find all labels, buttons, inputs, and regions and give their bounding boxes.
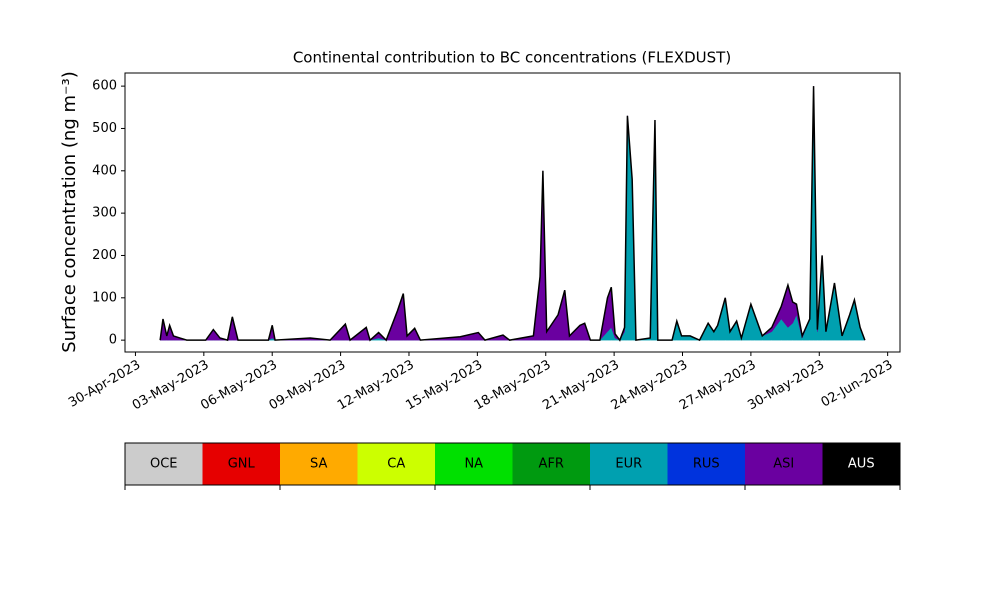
x-tick-label: 03-May-2023 — [130, 358, 212, 414]
x-tick-label: 12-May-2023 — [335, 358, 417, 414]
y-tick-label: 0 — [109, 333, 117, 348]
chart-title: Continental contribution to BC concentra… — [293, 49, 731, 67]
colorbar-frame — [124, 442, 901, 486]
y-axis-label: Surface concentration (ng m⁻³) — [59, 71, 80, 353]
colorbar-label: AUS — [848, 457, 875, 472]
colorbar-cell — [435, 443, 513, 485]
y-tick-label: 600 — [92, 79, 117, 94]
area — [159, 86, 866, 341]
y-tick-label: 500 — [92, 121, 117, 136]
colorbar-cell — [125, 443, 203, 485]
x-tick-label: 18-May-2023 — [472, 358, 554, 414]
y-tick-label: 400 — [92, 163, 117, 178]
y-tick-label: 300 — [92, 206, 117, 221]
colorbar-cell — [745, 443, 823, 485]
colorbar-label: NA — [464, 457, 483, 472]
colorbar-cell — [667, 443, 745, 485]
colorbar-label: RUS — [693, 457, 720, 472]
x-tick-label: 15-May-2023 — [403, 358, 485, 414]
colorbar-label: SA — [310, 457, 327, 472]
area — [160, 103, 866, 341]
colorbar-cell — [202, 443, 280, 485]
colorbar-label: OCE — [150, 457, 178, 472]
x-tick-label: 06-May-2023 — [198, 358, 280, 414]
colorbar-label: CA — [387, 457, 405, 472]
colorbar-cell — [280, 443, 358, 485]
x-tick-label: 09-May-2023 — [267, 358, 349, 414]
x-tick-label: 27-May-2023 — [677, 358, 759, 414]
y-tick-label: 200 — [92, 248, 117, 263]
plot-frame — [124, 72, 901, 353]
x-tick-label: 21-May-2023 — [540, 358, 622, 414]
colorbar-label: EUR — [615, 457, 642, 472]
colorbar-cell — [590, 443, 668, 485]
y-tick-label: 100 — [92, 290, 117, 305]
colorbar-label: GNL — [228, 457, 256, 472]
x-tick-label: 30-May-2023 — [745, 358, 827, 414]
total-outline — [159, 86, 866, 342]
colorbar-cell — [512, 443, 590, 485]
x-tick-label: 24-May-2023 — [609, 358, 691, 414]
colorbar-cell — [357, 443, 435, 485]
colorbar-label: AFR — [539, 457, 564, 472]
x-tick-label: 02-Jun-2023 — [819, 358, 896, 411]
colorbar-label: ASI — [773, 457, 794, 472]
colorbar-cell — [822, 443, 900, 485]
